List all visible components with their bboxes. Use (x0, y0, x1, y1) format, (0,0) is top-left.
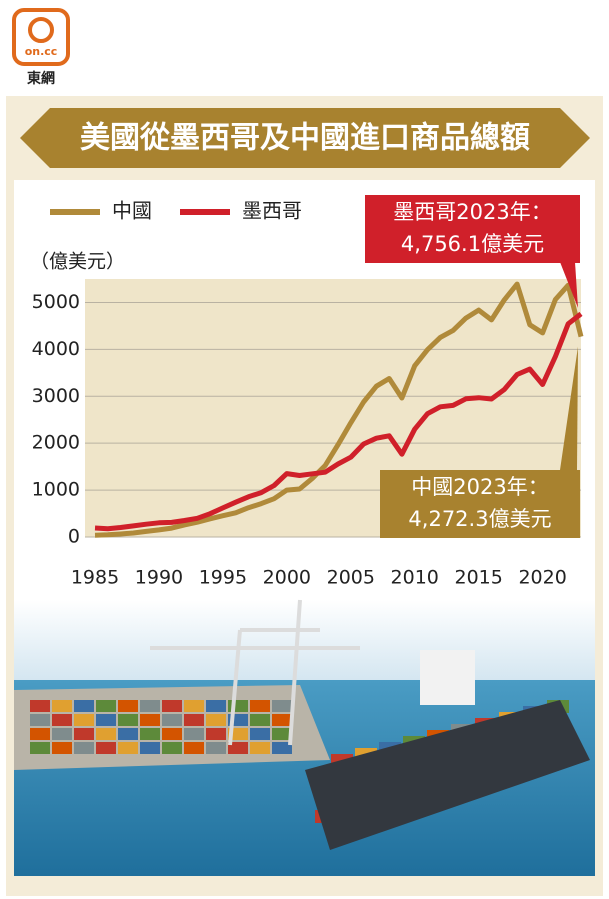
y-tick-label: 5000 (32, 291, 80, 313)
photo-container (272, 714, 292, 726)
title-banner (20, 108, 590, 168)
data-line (94, 311, 583, 532)
x-tick-label: 2000 (263, 567, 311, 589)
photo-container (228, 742, 248, 754)
photo-container (250, 700, 270, 712)
photo-container (228, 700, 248, 712)
photo-sky (14, 600, 595, 690)
photo-container (118, 728, 138, 740)
photo-container (162, 742, 182, 754)
photo-container (52, 728, 72, 740)
photo-container (140, 714, 160, 726)
photo-container (74, 728, 94, 740)
x-tick-label: 1990 (135, 567, 183, 589)
annotation-box (365, 195, 580, 263)
logo-box (12, 8, 70, 66)
photo-container (30, 700, 50, 712)
photo-container (74, 700, 94, 712)
photo-container (162, 728, 182, 740)
photo-port (14, 685, 330, 770)
photo-container (96, 742, 116, 754)
photo-container (52, 714, 72, 726)
photo-container (206, 714, 226, 726)
photo-cranes (150, 599, 360, 746)
photo-container (118, 714, 138, 726)
photo-container (162, 714, 182, 726)
data-line (94, 281, 584, 538)
photo-container (96, 714, 116, 726)
photo-container (250, 714, 270, 726)
photo-container (52, 742, 72, 754)
photo-container (206, 728, 226, 740)
annotation-text: 4,756.1億美元 (401, 232, 544, 256)
photo-container (250, 728, 270, 740)
photo-container (162, 700, 182, 712)
photo-ship-bridge (420, 650, 475, 705)
legend-label: 中國 (112, 199, 152, 223)
photo-crane (150, 599, 360, 746)
y-tick-label: 0 (68, 526, 80, 548)
x-tick-label: 2015 (455, 567, 503, 589)
photo-container (184, 714, 204, 726)
annotation-pointer (560, 346, 578, 470)
annotation-pointer (560, 262, 578, 308)
y-tick-label: 3000 (32, 385, 80, 407)
logo-name: 東網 (27, 70, 55, 87)
annotation-text: 4,272.3億美元 (408, 507, 551, 531)
photo-container (140, 700, 160, 712)
logo-icon (28, 17, 54, 43)
photo-ship-hull (305, 700, 590, 850)
y-tick-label: 1000 (32, 479, 80, 501)
photo-container (272, 728, 292, 740)
x-tick-label: 1995 (199, 567, 247, 589)
y-axis-label: （億美元） (30, 251, 125, 273)
x-tick-label: 2020 (518, 567, 566, 589)
photo-container (272, 742, 292, 754)
annotation-text: 中國2023年： (411, 475, 548, 499)
chart-title: 美國從墨西哥及中國進口商品總額 (80, 121, 530, 156)
photo-container (272, 700, 292, 712)
y-tick-label: 4000 (32, 338, 80, 360)
y-tick-label: 2000 (32, 432, 80, 454)
photo-container (30, 742, 50, 754)
photo-container (74, 714, 94, 726)
photo-container (184, 700, 204, 712)
annotation-box (380, 470, 580, 538)
photo-container (206, 742, 226, 754)
photo-container (118, 700, 138, 712)
photo-container (30, 714, 50, 726)
photo-container (140, 728, 160, 740)
photo-container (206, 700, 226, 712)
photo-container (250, 742, 270, 754)
photo-container (96, 728, 116, 740)
legend-label: 墨西哥 (242, 199, 302, 223)
photo-container (184, 728, 204, 740)
x-tick-label: 1985 (71, 567, 119, 589)
photo-container (184, 742, 204, 754)
photo-container (74, 742, 94, 754)
x-tick-label: 2010 (391, 567, 439, 589)
logo-mark: on.cc (25, 45, 58, 58)
annotation-text: 墨西哥2023年： (393, 200, 551, 224)
photo (14, 599, 595, 876)
x-tick-label: 2005 (327, 567, 375, 589)
photo-container (52, 700, 72, 712)
photo-container (140, 742, 160, 754)
photo-container (96, 700, 116, 712)
photo-container (118, 742, 138, 754)
photo-container (30, 728, 50, 740)
